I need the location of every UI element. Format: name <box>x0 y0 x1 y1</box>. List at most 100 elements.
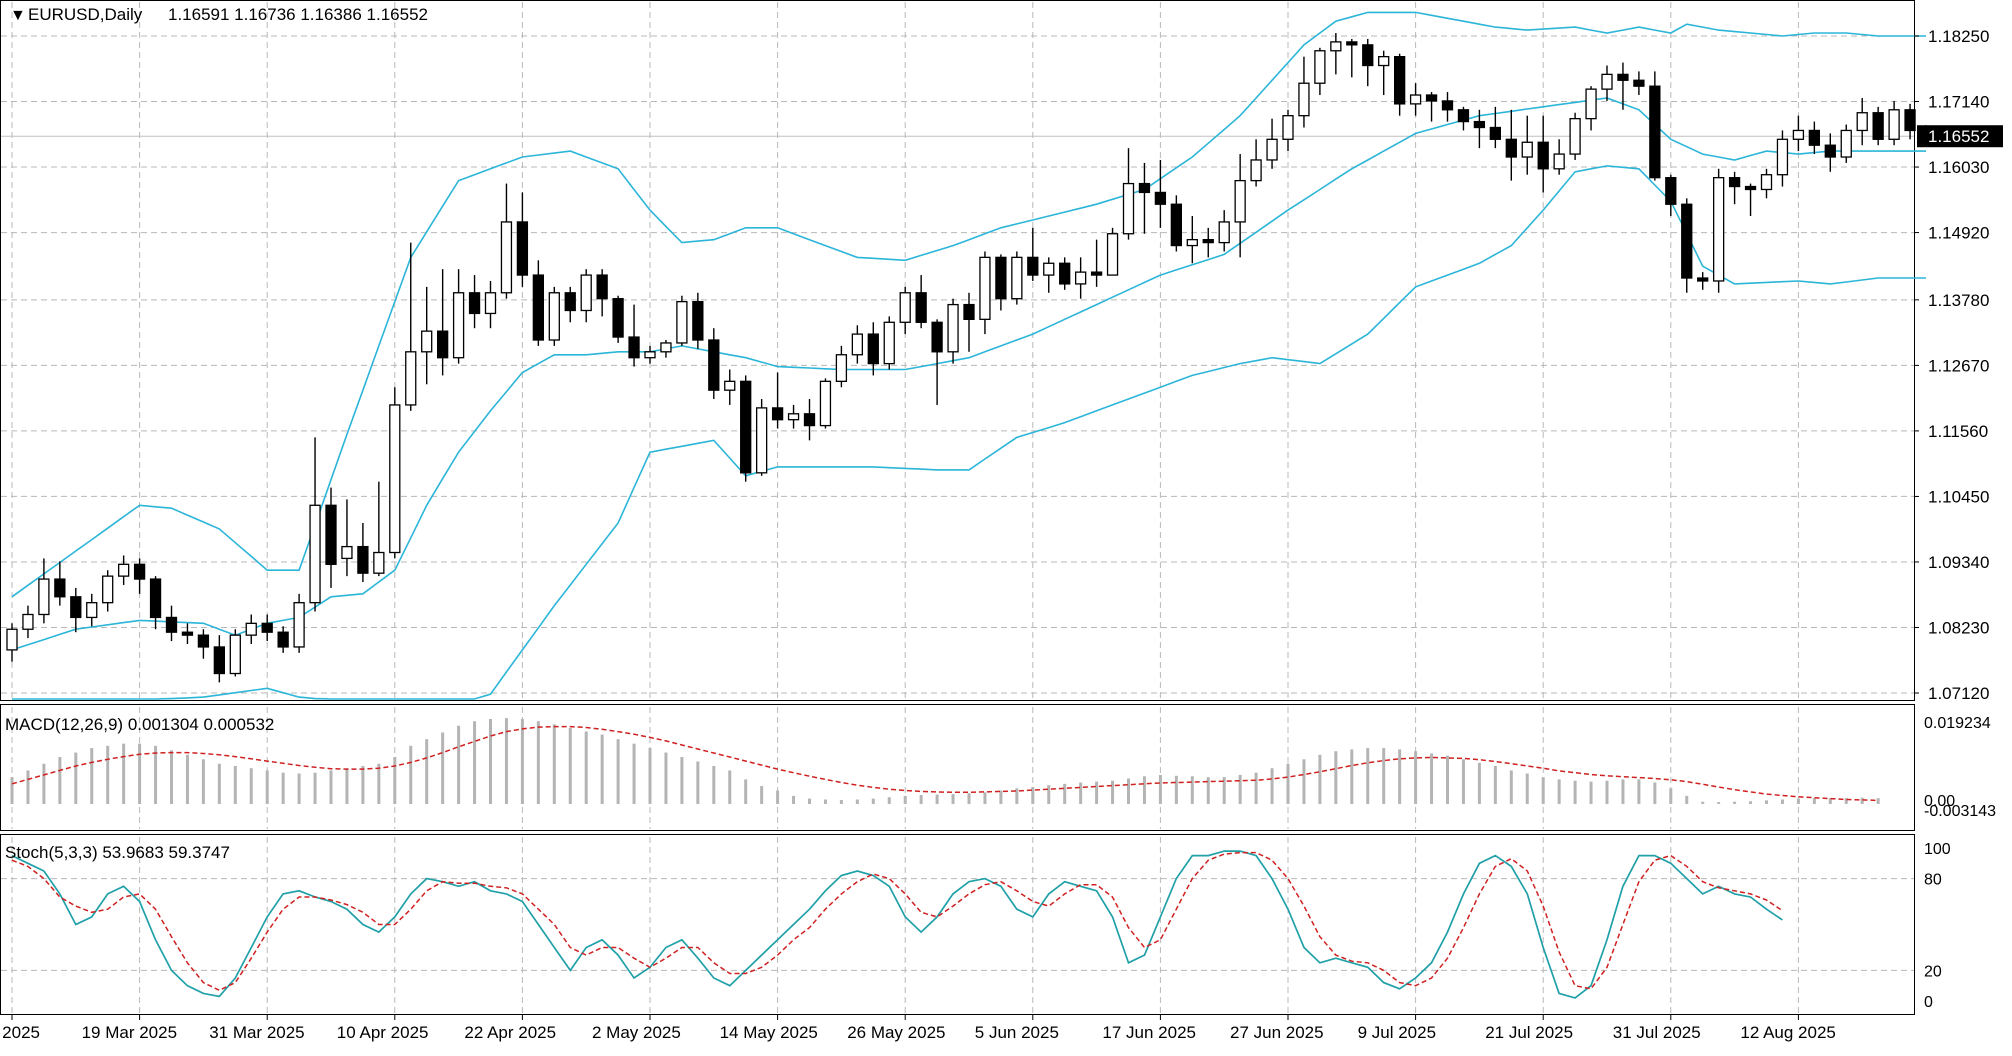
stoch-tick-label: 80 <box>1924 872 1942 889</box>
candle-bear <box>1394 56 1406 105</box>
candle-bull <box>1234 179 1246 223</box>
candle-bear <box>1489 126 1501 140</box>
candle-bear <box>1362 44 1374 67</box>
candle-bull <box>851 333 863 356</box>
price-axis: 1.18250 1.17140 1.16030 1.14920 1.13780 1.126… <box>1914 27 2003 1011</box>
candle-bear <box>1425 94 1438 102</box>
price-panel-frame <box>0 0 1915 701</box>
time-tick-label: 2 May 2025 <box>592 1023 681 1042</box>
candle-bull <box>1043 262 1055 276</box>
time-tick-label: 26 May 2025 <box>847 1023 945 1042</box>
candle-bear <box>1202 239 1214 244</box>
candle-bull <box>309 504 321 604</box>
candle-bull <box>484 292 497 315</box>
candle-bear <box>1633 79 1645 87</box>
time-tick-label: 7 Mar 2025 <box>0 1023 40 1042</box>
candle-bull <box>38 578 50 616</box>
price-tick-label: 1.09340 <box>1928 553 1989 572</box>
candle-bear <box>628 336 640 359</box>
candle-bull <box>883 321 895 365</box>
candle-bull <box>1409 94 1422 105</box>
time-tick-label: 9 Jul 2025 <box>1358 1023 1436 1042</box>
candle-bear <box>867 333 879 365</box>
price-tick-label: 1.12670 <box>1928 356 1989 375</box>
candle-bull <box>86 602 98 619</box>
time-tick-label: 31 Jul 2025 <box>1613 1023 1701 1042</box>
candle-bear <box>54 578 66 598</box>
candle-bull <box>787 413 800 421</box>
ohlc-label: 1.16591 1.16736 1.16386 1.16552 <box>168 5 428 24</box>
candle-bear <box>1473 120 1486 129</box>
candle-bull <box>660 342 672 353</box>
price-tick-label: 1.07120 <box>1928 684 1989 703</box>
stoch-signal-line <box>11 851 1783 992</box>
candle-bear <box>1059 262 1071 285</box>
candle-bear <box>596 274 608 300</box>
candle-bull <box>341 545 353 560</box>
candle-bull <box>1521 141 1533 158</box>
candle-bear <box>165 616 178 633</box>
candle-bull <box>373 551 385 574</box>
candle-bear <box>1697 277 1709 282</box>
candle-bear <box>995 256 1007 300</box>
candle-bull <box>1553 153 1565 170</box>
time-tick-label: 12 Aug 2025 <box>1740 1023 1835 1042</box>
candle-bear <box>1824 144 1836 158</box>
price-tick-label: 1.18250 <box>1928 27 1989 46</box>
bollinger-upper-line <box>11 11 1926 598</box>
candle-bull <box>724 380 736 391</box>
stoch-tick-label: 20 <box>1924 963 1942 980</box>
candle-bear <box>1505 138 1517 158</box>
candle-bull <box>1856 112 1868 132</box>
candle-bull <box>548 292 560 341</box>
symbol-label: EURUSD,Daily <box>28 5 143 24</box>
candle-bull <box>1585 88 1597 120</box>
candle-bull <box>979 256 991 320</box>
macd-tick-label: -0.003143 <box>1924 803 1996 820</box>
time-axis: 7 Mar 2025 19 Mar 2025 31 Mar 2025 10 Apr 2… <box>0 1014 1836 1042</box>
header-arrow-icon[interactable]: ▼ <box>10 7 26 24</box>
candle-bear <box>436 330 449 359</box>
candle-bear <box>1808 129 1820 146</box>
candle-bear <box>708 339 720 391</box>
bollinger-lower-line <box>12 165 1926 700</box>
candle-bull <box>229 634 241 675</box>
candle-bear <box>1457 109 1470 123</box>
candle-bull <box>102 575 114 604</box>
stoch-title: Stoch(5,3,3) 53.9683 59.3747 <box>5 843 230 862</box>
candle-bull <box>899 292 911 323</box>
price-tick-label: 1.13780 <box>1928 291 1989 310</box>
candle-bear <box>612 298 624 338</box>
candle-bear <box>325 504 337 565</box>
candle-bull <box>500 221 513 294</box>
candle-bull <box>1776 138 1789 176</box>
candle-bull <box>6 628 18 651</box>
macd-indicator <box>10 718 1880 804</box>
candle-bull <box>118 563 130 577</box>
candle-bear <box>1090 271 1103 276</box>
candle-bear <box>1904 109 1916 132</box>
candle-bull <box>1218 221 1230 244</box>
macd-tick-label: 0.019234 <box>1924 715 1991 732</box>
candle-bear <box>1154 191 1167 205</box>
time-tick-label: 19 Mar 2025 <box>82 1023 177 1042</box>
stoch-tick-label: 0 <box>1924 994 1933 1011</box>
time-tick-label: 27 Jun 2025 <box>1230 1023 1324 1042</box>
price-tick-label: 1.08230 <box>1928 618 1989 637</box>
candle-bear <box>277 631 289 648</box>
candle-bear <box>70 596 82 619</box>
candle-bear <box>740 380 752 474</box>
candle-bear <box>1728 177 1741 188</box>
candle-bull <box>1888 109 1900 140</box>
candle-bull <box>1106 233 1119 276</box>
candle-bull <box>1122 182 1135 235</box>
candle-bear <box>803 413 816 427</box>
candle-bull <box>1282 115 1294 140</box>
macd-panel-frame <box>0 704 1915 831</box>
candle-bull <box>293 602 305 648</box>
price-tick-label: 1.10450 <box>1928 487 1989 506</box>
candle-bear <box>692 300 704 341</box>
candle-bull <box>1792 129 1805 140</box>
